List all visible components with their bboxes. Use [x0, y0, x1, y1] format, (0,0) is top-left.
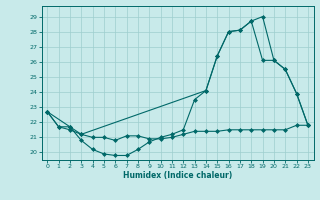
X-axis label: Humidex (Indice chaleur): Humidex (Indice chaleur) — [123, 171, 232, 180]
